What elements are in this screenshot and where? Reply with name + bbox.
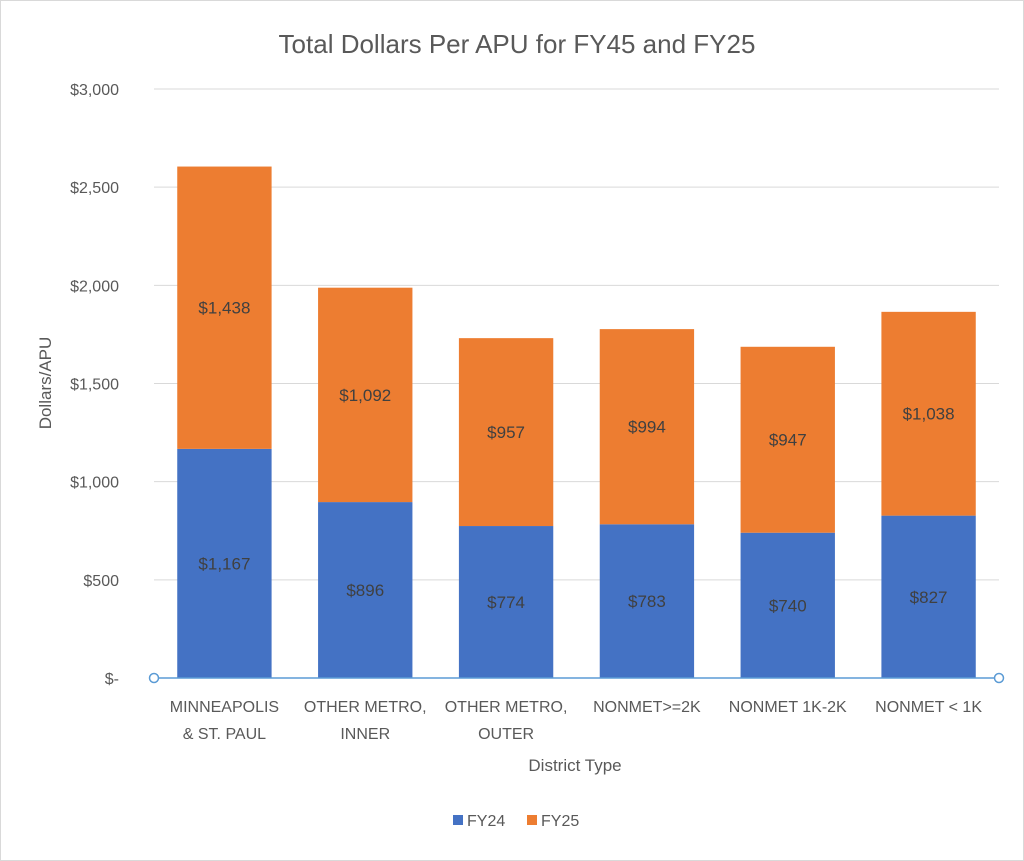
bar-fy24-3: [599, 524, 695, 678]
legend-swatch-fy24: [453, 815, 463, 825]
data-label: $1,038: [903, 405, 955, 424]
x-axis-title: District Type: [528, 756, 621, 775]
bar-fy24-0: [177, 448, 272, 678]
bar-fy25-0: [177, 166, 272, 449]
legend: FY24 FY25: [453, 813, 579, 830]
x-tick-label: OTHER METRO,: [445, 699, 568, 716]
data-label: $994: [628, 418, 666, 437]
bar-fy24-5: [881, 515, 976, 678]
y-axis-ticks: $- $500 $1,000 $1,500 $2,000 $2,500 $3,000: [70, 82, 119, 688]
x-tick-label: NONMET>=2K: [593, 699, 701, 716]
x-tick-label: & ST. PAUL: [183, 726, 266, 743]
legend-label: FY24: [467, 813, 505, 830]
data-label: $783: [628, 592, 666, 611]
x-tick-label: INNER: [340, 726, 390, 743]
y-tick-label: $2,500: [70, 180, 119, 197]
bar-fy24-1: [318, 502, 413, 678]
bar-fy25-5: [881, 311, 976, 516]
y-tick-label: $1,500: [70, 377, 119, 394]
y-tick-label: $-: [105, 671, 119, 688]
x-tick-label: NONMET < 1K: [875, 699, 982, 716]
bar-fy25-4: [740, 346, 835, 533]
y-tick-label: $500: [83, 573, 119, 590]
data-label: $1,438: [198, 299, 250, 318]
data-label: $957: [487, 423, 525, 442]
y-tick-label: $1,000: [70, 475, 119, 492]
y-axis-title: Dollars/APU: [36, 337, 55, 430]
bars: $1,167 $1,438 $896 $1,092 $774 $957 $783 $994 $7…: [177, 166, 976, 678]
data-label: $1,167: [198, 554, 250, 573]
x-axis-ticks: MINNEAPOLIS & ST. PAUL OTHER METRO, INNER OT…: [170, 699, 983, 743]
axis-end-handle: [993, 672, 1005, 684]
x-axis: [148, 672, 1005, 684]
data-label: $1,092: [339, 386, 391, 405]
legend-swatch-fy25: [527, 815, 537, 825]
legend-label: FY25: [541, 813, 579, 830]
x-tick-label: MINNEAPOLIS: [170, 699, 279, 716]
data-label: $827: [910, 588, 948, 607]
y-tick-label: $3,000: [70, 82, 119, 99]
gridlines: [154, 88, 999, 581]
data-label: $896: [346, 581, 384, 600]
x-tick-label: OUTER: [478, 726, 534, 743]
axis-end-handle: [148, 672, 160, 684]
bar-fy24-4: [740, 532, 835, 678]
x-tick-label: OTHER METRO,: [304, 699, 427, 716]
x-tick-label: NONMET 1K-2K: [729, 699, 847, 716]
data-label: $947: [769, 431, 807, 450]
data-label: $774: [487, 593, 525, 612]
bar-fy25-2: [458, 338, 554, 527]
bar-fy25-1: [318, 287, 413, 503]
y-tick-label: $2,000: [70, 278, 119, 295]
bar-fy25-3: [599, 329, 695, 525]
chart-title: Total Dollars Per APU for FY45 and FY25: [279, 29, 756, 59]
data-label: $740: [769, 596, 807, 615]
bar-fy24-2: [458, 526, 554, 678]
